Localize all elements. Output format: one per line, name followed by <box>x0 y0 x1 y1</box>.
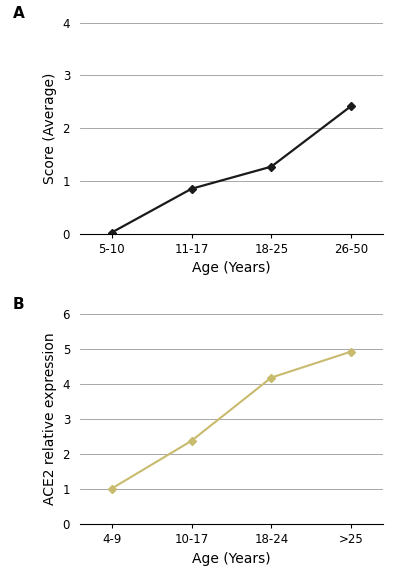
Text: B: B <box>13 297 25 312</box>
X-axis label: Age (Years): Age (Years) <box>192 552 271 566</box>
X-axis label: Age (Years): Age (Years) <box>192 261 271 275</box>
Y-axis label: ACE2 relative expression: ACE2 relative expression <box>43 333 57 506</box>
Y-axis label: Score (Average): Score (Average) <box>43 72 57 184</box>
Text: A: A <box>13 6 25 21</box>
